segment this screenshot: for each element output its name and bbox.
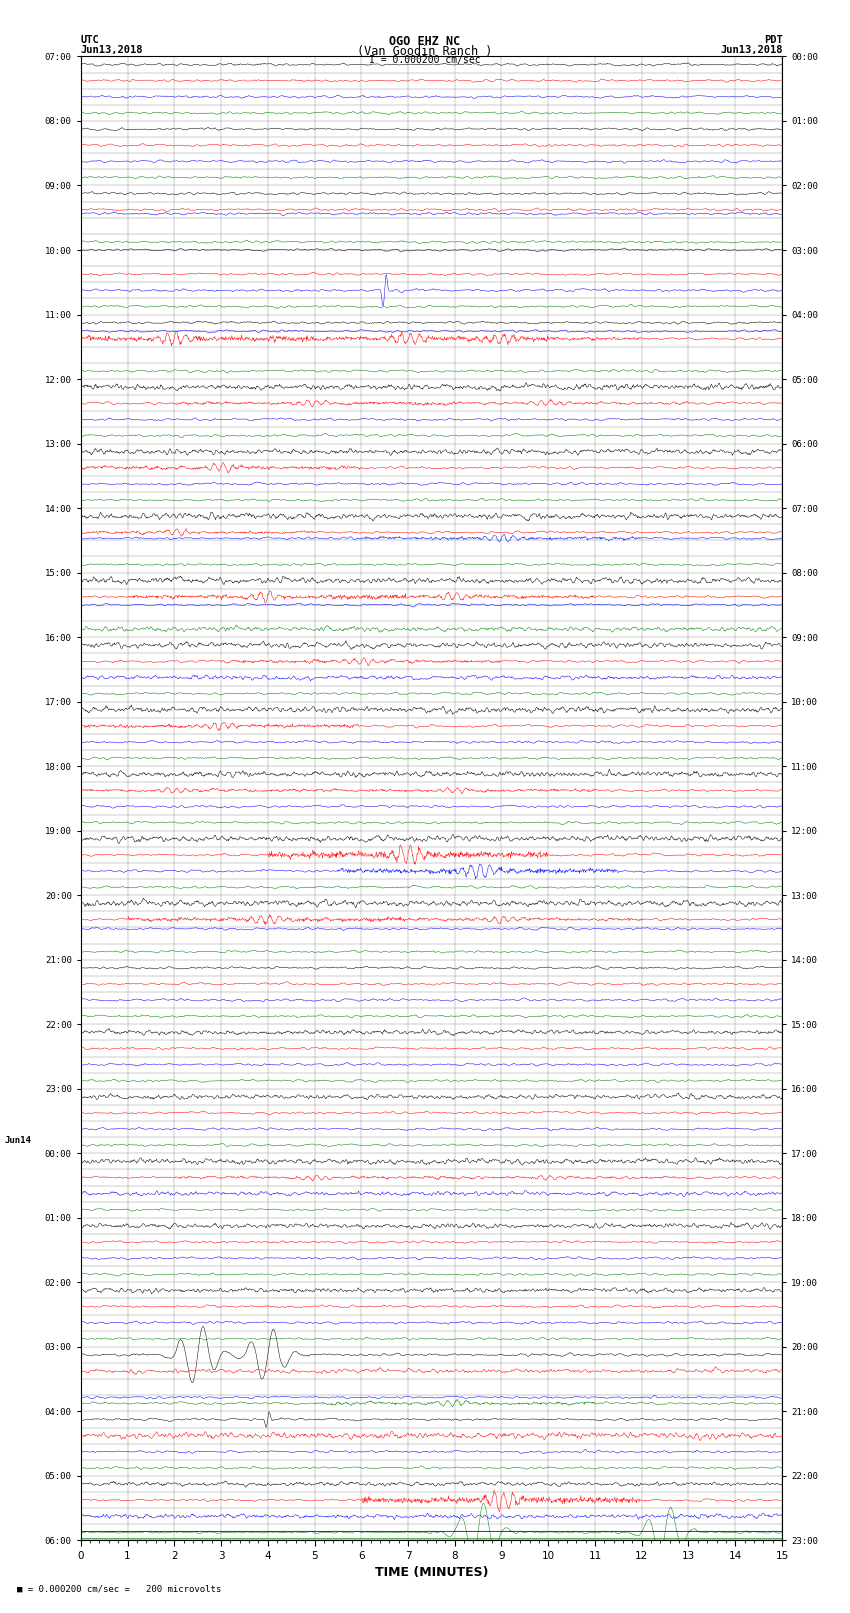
X-axis label: TIME (MINUTES): TIME (MINUTES)	[375, 1566, 488, 1579]
Text: ■ = 0.000200 cm/sec =   200 microvolts: ■ = 0.000200 cm/sec = 200 microvolts	[17, 1584, 221, 1594]
Text: Jun13,2018: Jun13,2018	[720, 45, 783, 55]
Text: OGO EHZ NC: OGO EHZ NC	[389, 35, 461, 48]
Text: (Van Goodin Ranch ): (Van Goodin Ranch )	[357, 45, 493, 58]
Text: UTC: UTC	[81, 35, 99, 45]
Text: Jun14: Jun14	[4, 1136, 31, 1145]
Text: Jun13,2018: Jun13,2018	[81, 45, 144, 55]
Text: I = 0.000200 cm/sec: I = 0.000200 cm/sec	[369, 55, 481, 65]
Text: PDT: PDT	[764, 35, 783, 45]
